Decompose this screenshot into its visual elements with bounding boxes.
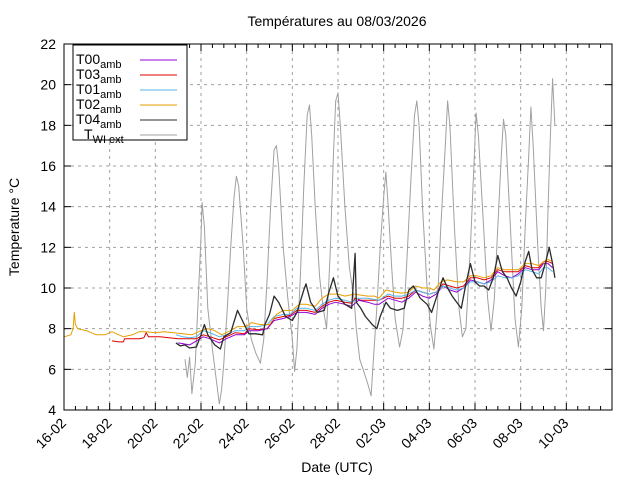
legend-label-main: T01 xyxy=(76,81,100,97)
y-tick-label: 12 xyxy=(40,239,56,255)
legend-label-subscript: amb xyxy=(100,104,121,116)
y-tick-label: 22 xyxy=(40,36,56,52)
legend-entry: T04amb xyxy=(76,111,177,131)
series-line-t03-amb xyxy=(111,261,553,343)
legend-label-main: T02 xyxy=(76,96,100,112)
chart-title: Températures au 08/03/2026 xyxy=(247,13,426,29)
legend-label-main: T xyxy=(84,126,93,142)
legend-box xyxy=(72,44,188,141)
y-axis-label: Temperature °C xyxy=(6,178,22,276)
series-line-t01-amb xyxy=(175,267,553,339)
legend-label-subscript: amb xyxy=(100,59,121,71)
series-line-t02-amb xyxy=(63,259,553,338)
legend-label: T04amb xyxy=(76,111,122,131)
y-tick-label: 18 xyxy=(40,117,56,133)
y-tick-label: 8 xyxy=(48,321,56,337)
legend-label-main: T04 xyxy=(76,111,100,127)
legend-label-main: T00 xyxy=(76,51,100,67)
legend-label: T01amb xyxy=(76,81,122,101)
y-axis-ticks: 4 6 8 10 12 14 16 18 20 22 xyxy=(40,36,612,418)
y-tick-label: 6 xyxy=(48,361,56,377)
y-tick-label: 20 xyxy=(40,77,56,93)
legend-entry: T01amb xyxy=(76,81,177,101)
legend-label: T02amb xyxy=(76,96,122,116)
legend-label-subscript: amb xyxy=(100,119,121,131)
legend-label-subscript: amb xyxy=(100,89,121,101)
legend-label-main: T03 xyxy=(76,66,100,82)
legend-entry: T03amb xyxy=(76,66,177,86)
legend-entry: T02amb xyxy=(76,96,177,116)
legend-entry: TWI ext xyxy=(84,126,177,146)
y-tick-label: 10 xyxy=(40,280,56,296)
y-tick-label: 4 xyxy=(48,402,56,418)
y-tick-label: 14 xyxy=(40,199,56,215)
legend-label-subscript: amb xyxy=(100,74,121,86)
y-tick-label: 16 xyxy=(40,158,56,174)
series-group xyxy=(63,78,556,405)
legend-entry: T00amb xyxy=(76,51,177,71)
legend-label: T00amb xyxy=(76,51,122,71)
legend-label: T03amb xyxy=(76,66,122,86)
series-line-t-wi-ext xyxy=(184,78,556,405)
x-axis-label: Date (UTC) xyxy=(301,459,373,475)
legend-label-subscript: WI ext xyxy=(93,134,124,146)
series-line-t04-amb xyxy=(175,246,556,350)
legend-label: TWI ext xyxy=(84,126,124,146)
